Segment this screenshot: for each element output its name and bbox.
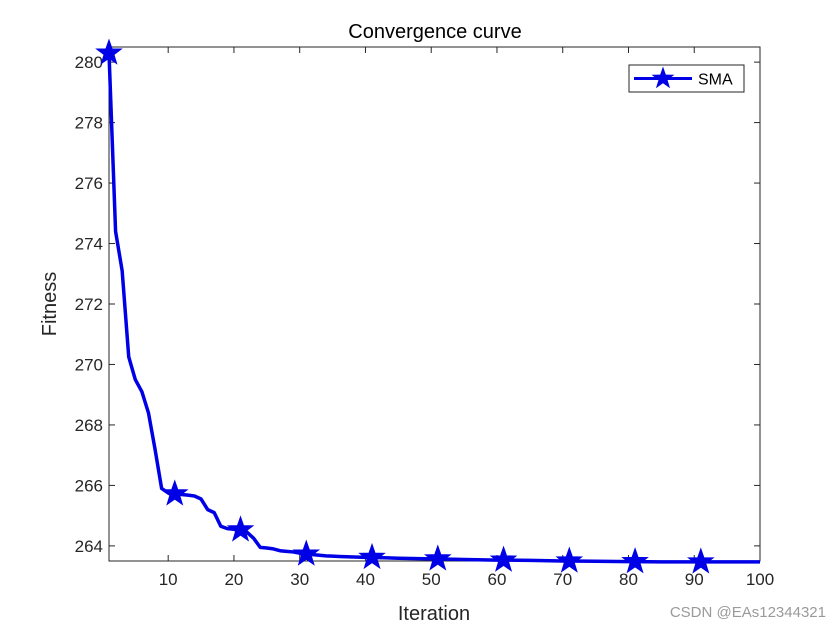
series-marker-sma bbox=[687, 547, 715, 574]
y-tick-label: 268 bbox=[75, 416, 103, 435]
series-marker-sma bbox=[226, 515, 255, 542]
y-tick-label: 280 bbox=[75, 53, 103, 72]
legend-label-sma: SMA bbox=[698, 72, 733, 89]
y-tick-label: 272 bbox=[75, 295, 103, 314]
plot-area bbox=[108, 46, 761, 562]
y-tick-label: 278 bbox=[75, 114, 103, 133]
x-tick-label: 30 bbox=[290, 570, 309, 589]
x-tick-label: 10 bbox=[159, 570, 178, 589]
y-tick-label: 274 bbox=[75, 235, 103, 254]
x-tick-label: 50 bbox=[422, 570, 441, 589]
series-marker-sma bbox=[160, 479, 189, 506]
series-marker-sma bbox=[489, 545, 518, 572]
x-tick-label: 90 bbox=[685, 570, 704, 589]
x-axis-ticks: 10 20 30 40 50 60 70 80 90 100 bbox=[159, 47, 774, 589]
series-marker-sma bbox=[292, 539, 321, 566]
y-tick-label: 264 bbox=[75, 537, 103, 556]
y-tick-label: 276 bbox=[75, 174, 103, 193]
x-tick-label: 70 bbox=[553, 570, 572, 589]
series-marker-sma bbox=[358, 542, 386, 570]
series-marker-sma bbox=[95, 38, 123, 65]
x-tick-label: 40 bbox=[356, 570, 375, 589]
x-axis-label: Iteration bbox=[398, 603, 470, 625]
series-layer bbox=[95, 38, 760, 574]
x-tick-label: 100 bbox=[746, 570, 774, 589]
series-marker-sma bbox=[621, 547, 649, 574]
watermark: CSDN @EAs12344321 bbox=[669, 604, 826, 621]
y-axis-label: Fitness bbox=[39, 272, 61, 336]
legend-star-marker bbox=[651, 66, 675, 89]
x-tick-label: 80 bbox=[619, 570, 638, 589]
y-tick-label: 270 bbox=[75, 355, 103, 374]
series-marker-sma bbox=[555, 546, 584, 573]
x-tick-label: 20 bbox=[224, 570, 243, 589]
series-marker-sma bbox=[423, 544, 452, 571]
x-tick-label: 60 bbox=[488, 570, 507, 589]
legend: SMA bbox=[628, 64, 745, 93]
chart-title: Convergence curve bbox=[348, 21, 521, 43]
y-tick-label: 266 bbox=[75, 476, 103, 495]
